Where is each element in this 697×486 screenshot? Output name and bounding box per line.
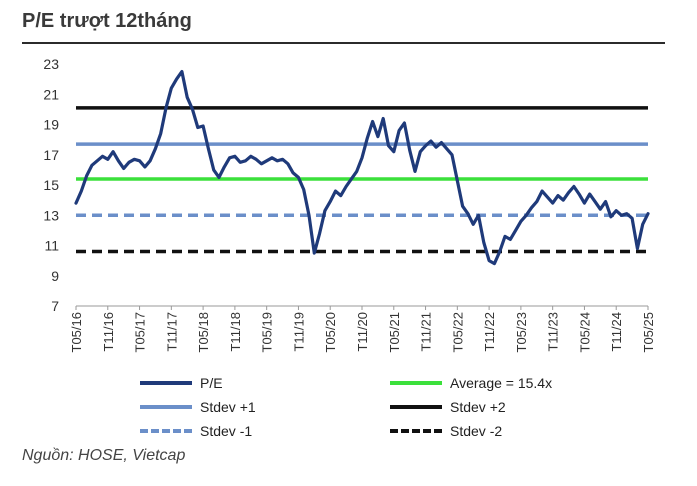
x-tick-label: T05/16 — [69, 312, 84, 352]
x-tick-label: T05/20 — [323, 312, 338, 352]
legend-item-stdev-minus1: Stdev -1 — [140, 421, 252, 441]
series-line-pe — [74, 70, 650, 266]
x-tick-label: T05/23 — [514, 312, 529, 352]
legend-item-pe: P/E — [140, 373, 223, 393]
x-tick-label: T11/16 — [101, 312, 116, 352]
x-tick-label: T11/24 — [609, 312, 624, 352]
x-tick-label: T11/17 — [164, 312, 179, 352]
legend-swatch-stdev-minus2 — [390, 429, 442, 433]
y-tick-label: 23 — [43, 56, 59, 72]
legend-swatch-stdev-plus2 — [390, 405, 442, 409]
y-tick-label: 19 — [43, 117, 59, 133]
legend-swatch-pe — [140, 381, 192, 385]
axes-layer: 7 9 11 13 15 17 19 21 23 T05/16 T11/16 T05/17 T11/17… — [43, 56, 656, 352]
legend-label-stdev-plus2: Stdev +2 — [450, 399, 506, 415]
x-tick-label: T05/21 — [387, 312, 402, 352]
x-tick-label: T05/19 — [260, 312, 275, 352]
series-layer — [74, 70, 650, 266]
legend-item-stdev-plus1: Stdev +1 — [140, 397, 256, 417]
legend-item-average: Average = 15.4x — [390, 373, 552, 393]
x-tick-label: T11/19 — [291, 312, 306, 352]
title-divider — [22, 42, 665, 44]
x-tick-label: T11/21 — [419, 312, 434, 352]
y-tick-label: 7 — [51, 298, 59, 314]
chart-title: P/E trượt 12tháng — [22, 10, 192, 32]
x-tick-label: T11/20 — [355, 312, 370, 352]
legend-swatch-stdev-minus1 — [140, 429, 192, 433]
x-tick-label: T11/23 — [546, 312, 561, 352]
x-tick-label: T05/25 — [641, 312, 656, 352]
legend-swatch-average — [390, 381, 442, 385]
x-tick-label: T05/24 — [577, 312, 592, 352]
x-tick-label: T05/22 — [450, 312, 465, 352]
legend-item-stdev-plus2: Stdev +2 — [390, 397, 506, 417]
x-tick-label: T05/17 — [133, 312, 148, 352]
x-tick-label: T11/22 — [482, 312, 497, 352]
legend-item-stdev-minus2: Stdev -2 — [390, 421, 502, 441]
legend-label-stdev-plus1: Stdev +1 — [200, 399, 256, 415]
y-tick-label: 21 — [43, 86, 59, 102]
x-tick-label: T05/18 — [196, 312, 211, 352]
y-tick-label: 15 — [43, 177, 59, 193]
legend-label-stdev-minus1: Stdev -1 — [200, 423, 253, 439]
y-tick-label: 9 — [51, 268, 59, 284]
legend-label-pe: P/E — [200, 375, 223, 391]
legend-swatch-stdev-plus1 — [140, 405, 192, 409]
y-tick-label: 13 — [43, 207, 59, 223]
legend-label-stdev-minus2: Stdev -2 — [450, 423, 503, 439]
x-tick-label: T11/18 — [228, 312, 243, 352]
legend-label-average: Average = 15.4x — [450, 375, 553, 391]
y-tick-label: 17 — [43, 147, 59, 163]
reference-lines-layer — [76, 106, 648, 254]
source-note: Nguồn: HOSE, Vietcap — [22, 447, 186, 464]
y-tick-label: 11 — [44, 238, 59, 254]
